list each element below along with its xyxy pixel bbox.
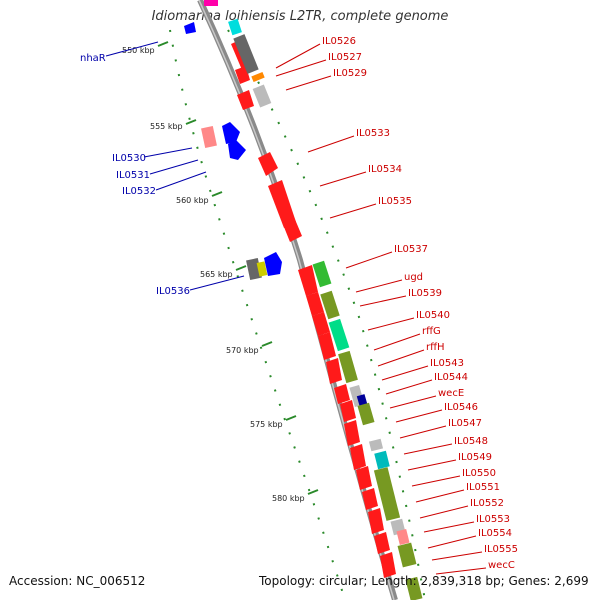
gene-label: IL0555 <box>484 544 518 555</box>
gene-arrow <box>374 532 390 554</box>
gene-label: IL0551 <box>466 482 500 493</box>
gene-arrow <box>318 332 336 360</box>
gene-arrow <box>340 400 356 422</box>
gene-label: IL0539 <box>408 288 442 299</box>
gene-label: wecC <box>488 560 515 571</box>
gene-arrow <box>282 217 302 242</box>
map-title: Idiomarina loihiensis L2TR, complete gen… <box>151 9 449 24</box>
feature-block <box>357 402 375 426</box>
gene-arrow <box>380 552 396 578</box>
feature-block <box>396 528 410 546</box>
gene-label: IL0536 <box>156 286 190 297</box>
feature-block <box>368 438 384 452</box>
reverse-gene-labels: nhaR IL0530 IL0531 IL0532 IL0536 <box>80 41 245 297</box>
feature-block <box>251 71 265 83</box>
gene-arrow <box>237 90 254 110</box>
gene-arrow <box>306 292 324 316</box>
feature-block <box>338 350 358 384</box>
gene-arrow <box>326 358 342 384</box>
gene-label: IL0550 <box>462 468 496 479</box>
gene-arrow <box>222 122 240 144</box>
scale-tick-label: 555 kbp <box>150 122 183 131</box>
gene-label: rffG <box>422 326 441 337</box>
gene-label: IL0530 <box>112 153 146 164</box>
gene-label: IL0537 <box>394 244 428 255</box>
gene-arrow <box>334 384 350 404</box>
gene-arrow <box>268 180 296 228</box>
gene-label: IL0534 <box>368 164 402 175</box>
gene-label: IL0527 <box>328 52 362 63</box>
gene-label: IL0529 <box>333 68 367 79</box>
gene-arrow <box>362 488 378 510</box>
feature-block <box>374 450 390 470</box>
scale: 550 kbp 555 kbp 560 kbp 565 kbp 570 kbp … <box>122 41 319 503</box>
topology-text: Topology: circular; Length: 2,839,318 bp… <box>259 574 589 588</box>
gene-label: IL0552 <box>470 498 504 509</box>
scale-tick-label: 550 kbp <box>122 46 155 55</box>
gene-label: IL0554 <box>478 528 512 539</box>
gene-label: IL0531 <box>116 170 150 181</box>
feature-block <box>356 394 368 406</box>
gene-label: IL0533 <box>356 128 390 139</box>
gene-arrow <box>258 152 278 176</box>
feature-block <box>201 125 217 149</box>
feature-block <box>312 260 332 288</box>
feature-block <box>204 0 218 6</box>
scale-tick-label: 580 kbp <box>272 494 305 503</box>
gene-label: wecE <box>438 388 464 399</box>
gene-arrow <box>350 444 366 470</box>
gene-arrow <box>312 312 330 336</box>
gene-arrow <box>264 252 282 276</box>
feature-block <box>233 34 259 74</box>
gene-arrow <box>356 466 372 490</box>
gene-label: IL0540 <box>416 310 450 321</box>
genome-backbone <box>197 0 398 600</box>
feature-block <box>405 576 423 600</box>
gene-label: IL0546 <box>444 402 478 413</box>
gene-label: IL0549 <box>458 452 492 463</box>
gene-label: nhaR <box>80 53 106 64</box>
gene-arrow <box>368 508 384 534</box>
scale-tick-label: 560 kbp <box>176 196 209 205</box>
feature-block <box>328 318 350 352</box>
feature-block <box>320 290 340 320</box>
scale-tick-label: 570 kbp <box>226 346 259 355</box>
feature-block <box>373 467 401 521</box>
genome-backbone-highlight <box>198 0 395 600</box>
accession-text: Accession: NC_006512 <box>9 574 146 588</box>
gene-label: IL0553 <box>476 514 510 525</box>
forward-gene-labels: IL0526 IL0527 IL0529 IL0533 IL0534 IL053… <box>275 36 518 575</box>
gene-label: IL0543 <box>430 358 464 369</box>
feature-block <box>397 542 417 568</box>
gene-label: rffH <box>426 342 445 353</box>
gene-arrow <box>228 140 246 160</box>
gene-label: IL0548 <box>454 436 488 447</box>
gene-arrow <box>298 265 318 296</box>
gene-label: IL0544 <box>434 372 468 383</box>
feature-block <box>228 18 242 36</box>
scale-tick-label: 565 kbp <box>200 270 233 279</box>
feature-block <box>252 84 272 108</box>
gene-label: ugd <box>404 272 423 283</box>
gene-label: IL0532 <box>122 186 156 197</box>
gene-arrow <box>184 22 196 34</box>
feature-block <box>256 261 268 277</box>
gene-label: IL0535 <box>378 196 412 207</box>
gene-arrow <box>344 420 360 446</box>
gene-label: IL0526 <box>322 36 356 47</box>
gene-label: IL0547 <box>448 418 482 429</box>
scale-tick-label: 575 kbp <box>250 420 283 429</box>
